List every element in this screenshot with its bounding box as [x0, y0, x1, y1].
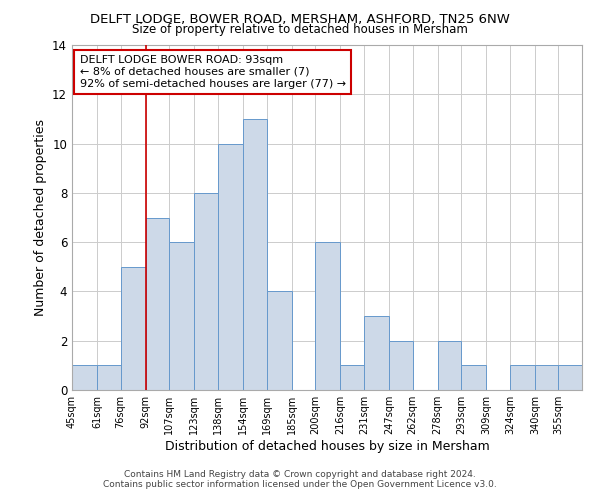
Y-axis label: Number of detached properties: Number of detached properties — [34, 119, 47, 316]
Text: Size of property relative to detached houses in Mersham: Size of property relative to detached ho… — [132, 22, 468, 36]
Bar — [121, 267, 146, 390]
Bar — [340, 366, 364, 390]
Text: DELFT LODGE, BOWER ROAD, MERSHAM, ASHFORD, TN25 6NW: DELFT LODGE, BOWER ROAD, MERSHAM, ASHFOR… — [90, 12, 510, 26]
Bar — [97, 366, 121, 390]
Bar — [535, 366, 559, 390]
X-axis label: Distribution of detached houses by size in Mersham: Distribution of detached houses by size … — [164, 440, 490, 453]
Text: Contains HM Land Registry data © Crown copyright and database right 2024.
Contai: Contains HM Land Registry data © Crown c… — [103, 470, 497, 489]
Bar — [437, 340, 461, 390]
Bar — [389, 340, 413, 390]
Bar — [315, 242, 340, 390]
Bar — [266, 292, 292, 390]
Bar — [364, 316, 389, 390]
Bar — [194, 193, 218, 390]
Bar — [218, 144, 243, 390]
Bar — [510, 366, 535, 390]
Bar — [243, 119, 266, 390]
Bar — [169, 242, 194, 390]
Bar — [72, 366, 97, 390]
Bar — [559, 366, 582, 390]
Text: DELFT LODGE BOWER ROAD: 93sqm
← 8% of detached houses are smaller (7)
92% of sem: DELFT LODGE BOWER ROAD: 93sqm ← 8% of de… — [80, 56, 346, 88]
Bar — [146, 218, 169, 390]
Bar — [461, 366, 486, 390]
